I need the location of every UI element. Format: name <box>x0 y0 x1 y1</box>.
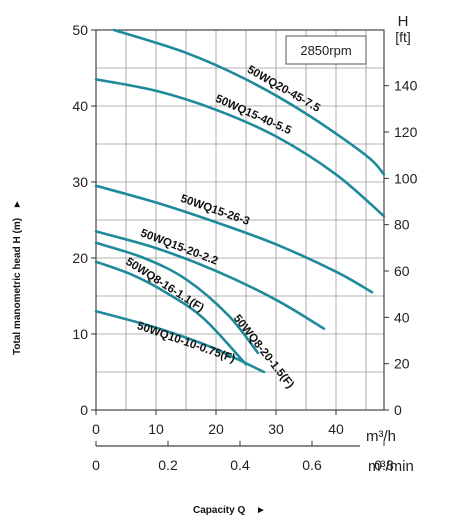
y2-tick-label: 120 <box>394 124 418 140</box>
y2-tick-label: 40 <box>394 309 410 325</box>
plot-frame <box>95 29 385 411</box>
curve-50wq20-45-7-5 <box>112 28 386 176</box>
y-axis-title-text: Total manometric head H (m) <box>12 218 23 355</box>
curve-50wq8-20-1-5-f- <box>94 241 260 355</box>
y2-tick-label: 80 <box>394 217 410 233</box>
x-tick-label: 0 <box>92 421 100 437</box>
y2-tick-label: 100 <box>394 170 418 186</box>
x-tick-label: 30 <box>268 421 284 437</box>
x-tick-label: 20 <box>208 421 224 437</box>
x2-tick-label: 0.8 <box>374 457 394 473</box>
x-tick-label: 40 <box>328 421 344 437</box>
curve-50wq8-16-1-1-f- <box>94 260 248 366</box>
x-tick-label: 10 <box>148 421 164 437</box>
y-tick-label: 30 <box>72 174 88 190</box>
curve-label: 50WQ20-45-7.5 <box>245 64 323 115</box>
y-tick-label: 10 <box>72 326 88 342</box>
x2-tick-label: 0.6 <box>302 457 322 473</box>
y-tick-label: 0 <box>80 402 88 418</box>
x2-tick-label: 0.4 <box>230 457 250 473</box>
x2-tick-label: 0.2 <box>158 457 178 473</box>
grid <box>96 30 384 410</box>
x-unit-m3min: m³/min <box>368 458 414 475</box>
tick-labels: 0 10 20 30 40 50 0 20 40 60 80 100 120 140 0 10 20 30 40 0 0… <box>72 22 417 473</box>
y-tick-label: 20 <box>72 250 88 266</box>
performance-curves <box>94 28 386 374</box>
curve-50wq10-10-0-75-f- <box>94 309 266 374</box>
x-axis-title: Capacity Q ► <box>193 505 266 516</box>
right-axis-unit-ft: [ft] <box>395 29 411 45</box>
curve-50wq15-26-3 <box>94 184 374 294</box>
curve-label: 50WQ8-20-1.5(F) <box>231 313 296 391</box>
x-axis-arrow: ► <box>256 505 266 516</box>
y-axis-arrow: ► <box>12 199 23 209</box>
speed-label: 2850rpm <box>300 43 351 58</box>
y-tick-label: 40 <box>72 98 88 114</box>
x-unit-m3h: m³/h <box>366 428 396 445</box>
curve-50wq15-20-2-2 <box>94 230 326 330</box>
y2-tick-label: 60 <box>394 263 410 279</box>
y-axis-title: Total manometric head H (m) ► <box>12 199 23 355</box>
y2-tick-label: 20 <box>394 356 410 372</box>
x2-tick-label: 0 <box>92 457 100 473</box>
right-axis-unit-h: H <box>398 13 409 30</box>
y2-tick-label: 0 <box>394 402 402 418</box>
x-axis-title-text: Capacity Q <box>193 505 245 516</box>
curve-50wq15-40-5-5 <box>94 78 386 218</box>
speed-box <box>285 35 367 65</box>
y2-tick-label: 140 <box>394 78 418 94</box>
axes <box>91 29 389 447</box>
y-tick-label: 50 <box>72 22 88 38</box>
